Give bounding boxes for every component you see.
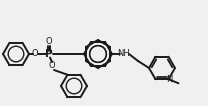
Text: O: O [46, 38, 52, 47]
Text: O: O [49, 61, 55, 70]
Text: O: O [32, 50, 38, 59]
Text: NH: NH [118, 50, 130, 59]
Text: N: N [166, 75, 173, 84]
Text: P: P [45, 49, 53, 59]
